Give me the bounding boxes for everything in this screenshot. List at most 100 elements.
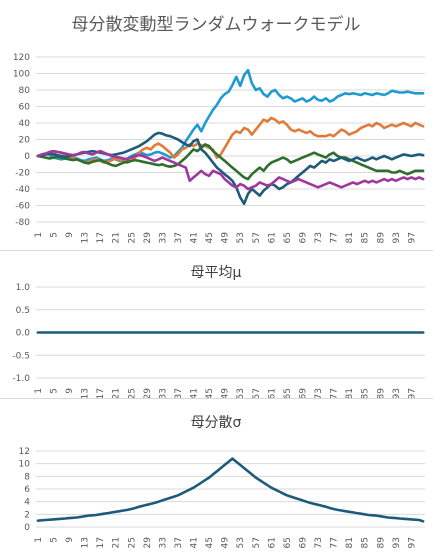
- x-tick-label: 29: [143, 232, 153, 244]
- x-tick-label: 57: [252, 232, 262, 243]
- x-tick-label: 85: [361, 537, 371, 548]
- x-tick-label: 69: [298, 537, 308, 549]
- random-walk-panel: 母分散変動型ランダムウォークモデル -80 -60 -40 -20 0 20 40 60 80 1…: [0, 0, 433, 250]
- x-tick-label: 61: [267, 537, 277, 548]
- x-tick-label: 93: [392, 537, 402, 548]
- y-tick-label: -60: [15, 202, 30, 212]
- y-tick-label: 0.5: [16, 306, 30, 316]
- x-tick-label: 57: [252, 388, 262, 398]
- y-tick-label: 0.0: [16, 329, 31, 339]
- x-tick-label: 53: [236, 388, 246, 398]
- x-tick-label: 89: [376, 537, 386, 549]
- chart-title: 母平均μ: [191, 265, 242, 281]
- y-tick-label: 60: [19, 103, 31, 113]
- x-tick-label: 41: [190, 537, 200, 548]
- x-tick-label: 69: [298, 388, 308, 398]
- x-tick-label: 81: [345, 232, 355, 243]
- x-tick-label: 89: [376, 388, 386, 398]
- x-tick-label: 9: [65, 232, 75, 238]
- x-tick-label: 93: [392, 232, 402, 243]
- x-tick-label: 41: [190, 388, 200, 398]
- x-tick-label: 65: [283, 232, 293, 243]
- x-tick-label: 9: [65, 388, 75, 394]
- x-tick-label: 69: [298, 232, 308, 244]
- y-tick-label: 20: [19, 136, 31, 146]
- series-line: [36, 149, 425, 191]
- x-tick-label: 49: [221, 388, 231, 398]
- x-tick-label: 77: [330, 537, 340, 548]
- x-tick-label: 49: [221, 232, 231, 244]
- x-tick-label: 65: [283, 537, 293, 548]
- y-tick-label: -0.5: [12, 351, 30, 361]
- x-tick-label: 25: [127, 537, 137, 548]
- x-tick-label: 61: [267, 388, 277, 398]
- x-tick-label: 65: [283, 388, 293, 398]
- x-tick-label: 45: [205, 232, 215, 243]
- x-tick-label: 57: [252, 537, 262, 548]
- x-tick-label: 29: [143, 537, 153, 549]
- x-tick-label: 45: [205, 537, 215, 548]
- series-line: [36, 457, 425, 523]
- x-tick-label: 17: [96, 537, 106, 548]
- series-line: [36, 143, 425, 181]
- x-tick-label: 37: [174, 388, 184, 398]
- chart-title: 母分散σ: [191, 415, 242, 431]
- y-tick-label: 4: [24, 498, 30, 508]
- x-tick-label: 61: [267, 232, 277, 243]
- x-tick-label: 81: [345, 537, 355, 548]
- y-tick-label: 80: [19, 86, 31, 96]
- x-tick-label: 5: [50, 537, 60, 543]
- x-tick-label: 5: [50, 232, 60, 238]
- x-tick-label: 1: [34, 388, 44, 394]
- y-tick-label: 8: [24, 472, 30, 482]
- panel-divider: [0, 250, 433, 251]
- x-tick-label: 93: [392, 388, 402, 398]
- y-tick-label: 10: [19, 460, 31, 470]
- x-tick-label: 97: [407, 232, 417, 243]
- x-tick-label: 97: [407, 537, 417, 548]
- x-tick-label: 21: [112, 388, 122, 398]
- y-tick-label: 2: [24, 510, 30, 520]
- x-tick-label: 49: [221, 537, 231, 549]
- variance-panel: 母分散σ 0 2 4 6 8 10 12 1 5 9 13 17 21 25 29 33 37 41 45 49 53 5…: [0, 399, 433, 551]
- x-tick-label: 73: [314, 537, 324, 548]
- variance-chart: 母分散σ 0 2 4 6 8 10 12 1 5 9 13 17 21 25 29 33 37 41 45 49 53 5…: [19, 415, 425, 549]
- x-tick-label: 81: [345, 388, 355, 398]
- x-tick-label: 85: [361, 388, 371, 398]
- x-tick-label: 37: [174, 232, 184, 243]
- y-tick-label: -40: [15, 185, 30, 195]
- mean-panel: 母平均μ -1.0 -0.5 0.0 0.5 1.0 1 5 9 13 17 21 25 29 33 37 4…: [0, 251, 433, 399]
- mean-chart: 母平均μ -1.0 -0.5 0.0 0.5 1.0 1 5 9 13 17 21 25 29 33 37 4…: [12, 265, 425, 399]
- panel-divider: [0, 398, 433, 399]
- x-tick-label: 37: [174, 537, 184, 548]
- y-tick-label: -20: [15, 169, 30, 179]
- x-tick-label: 13: [81, 537, 91, 548]
- y-tick-label: 0: [24, 523, 30, 533]
- y-tick-label: 40: [19, 119, 31, 129]
- x-tick-label: 85: [361, 232, 371, 243]
- y-tick-label: -80: [15, 218, 30, 228]
- y-tick-label: -1.0: [12, 374, 30, 384]
- x-tick-label: 97: [407, 388, 417, 398]
- x-tick-label: 21: [112, 232, 122, 243]
- x-tick-label: 45: [205, 388, 215, 398]
- x-tick-label: 13: [81, 232, 91, 243]
- x-tick-label: 41: [190, 232, 200, 243]
- series-line: [36, 68, 425, 163]
- x-tick-label: 21: [112, 537, 122, 548]
- x-tick-label: 5: [50, 388, 60, 394]
- x-tick-label: 9: [65, 537, 75, 543]
- random-walk-chart: 母分散変動型ランダムウォークモデル -80 -60 -40 -20 0 20 40 60 80 1…: [13, 14, 425, 244]
- x-tick-label: 25: [127, 388, 137, 398]
- x-tick-label: 25: [127, 232, 137, 243]
- x-tick-label: 53: [236, 537, 246, 548]
- x-tick-label: 33: [158, 537, 168, 548]
- x-tick-label: 29: [143, 388, 153, 398]
- chart-title: 母分散変動型ランダムウォークモデル: [72, 14, 361, 35]
- x-tick-label: 17: [96, 232, 106, 243]
- y-tick-label: 120: [13, 53, 30, 63]
- x-tick-label: 77: [330, 232, 340, 243]
- series-line: [36, 131, 425, 206]
- y-tick-label: 6: [24, 485, 30, 495]
